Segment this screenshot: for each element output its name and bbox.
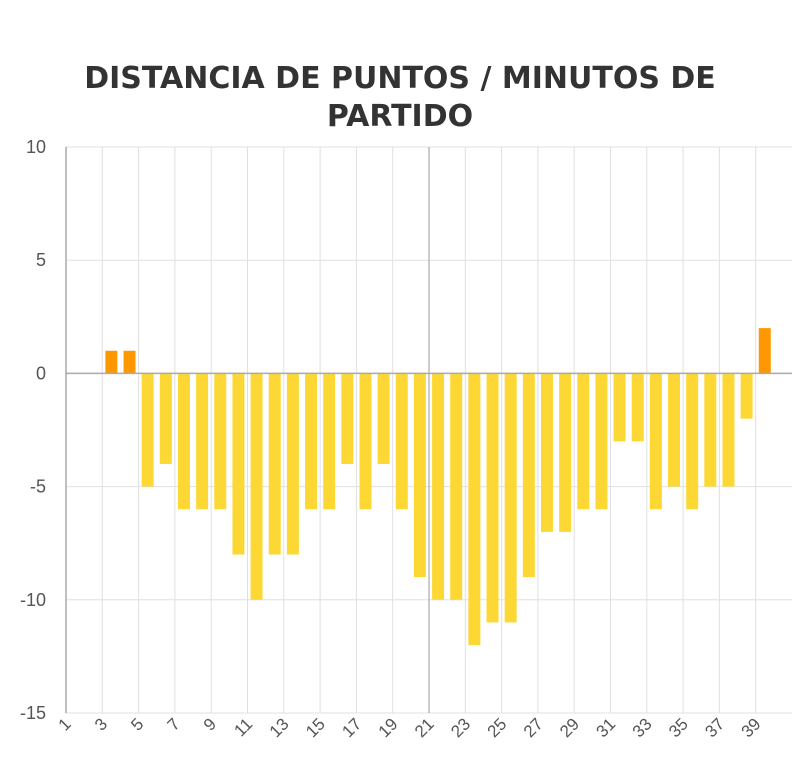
x-tick-labels: 1 3 5 7 9 11 13 15 17 19 21 23 25 27 29 31 33 35 37 39 [55,714,765,741]
bar-minute-11 [250,373,263,600]
bar-minute-29 [577,373,590,510]
x-tick-label: 19 [375,714,402,741]
x-tick-label: 15 [302,714,329,741]
y-tick-label: -15 [20,703,46,723]
bar-minute-12 [268,373,281,555]
x-tick-label: 27 [520,714,547,741]
y-tick-label: 5 [36,250,46,270]
y-tick-label: 0 [36,363,46,383]
bars [105,328,771,646]
y-tick-label: 10 [26,137,46,157]
x-tick-label: 29 [556,714,583,741]
x-tick-label: 7 [164,714,184,734]
bar-minute-25 [504,373,517,623]
bar-minute-13 [286,373,299,555]
x-tick-label: 17 [338,714,365,741]
bar-minute-15 [323,373,336,510]
bar-minute-3 [105,350,118,374]
bar-minute-36 [704,373,717,487]
bar-minute-33 [649,373,662,510]
bar-minute-38 [740,373,753,419]
bar-minute-26 [522,373,535,578]
bar-minute-22 [450,373,463,600]
bar-minute-5 [141,373,154,487]
x-tick-label: 1 [55,714,75,734]
x-tick-label: 13 [266,714,293,741]
bar-minute-8 [196,373,209,510]
x-tick-label: 23 [447,714,474,741]
axes [65,147,792,713]
bar-minute-6 [159,373,172,464]
bar-minute-37 [722,373,735,487]
bar-minute-19 [395,373,408,510]
bar-minute-32 [631,373,644,442]
bar-minute-9 [214,373,227,510]
bar-minute-34 [668,373,681,487]
x-tick-label: 5 [127,714,147,734]
bar-minute-27 [540,373,553,532]
bar-minute-35 [686,373,699,510]
bar-minute-23 [468,373,481,646]
y-tick-label: -10 [20,590,46,610]
x-tick-label: 21 [411,714,438,741]
bar-minute-28 [559,373,572,532]
bar-minute-16 [341,373,354,464]
x-tick-label: 39 [738,714,765,741]
bar-minute-10 [232,373,245,555]
bar-minute-7 [177,373,190,510]
x-tick-label: 3 [91,714,111,734]
x-tick-label: 11 [230,714,256,740]
x-tick-label: 9 [200,714,220,734]
bar-minute-24 [486,373,499,623]
x-tick-label: 35 [665,714,692,741]
x-tick-label: 25 [484,714,511,741]
bar-minute-21 [432,373,445,600]
bar-minute-4 [123,350,136,374]
x-tick-label: 33 [629,714,656,741]
chart-title: DISTANCIA DE PUNTOS / MINUTOS DE PARTIDO [84,61,716,134]
bar-minute-20 [413,373,426,578]
bar-minute-18 [377,373,390,464]
x-tick-label: 31 [593,714,620,741]
bar-minute-31 [613,373,626,442]
y-tick-label: -5 [30,477,46,497]
bar-minute-17 [359,373,372,510]
y-tick-labels: 10 5 0 -5 -10 -15 [20,137,46,723]
bar-minute-39 [758,328,771,374]
x-tick-label: 37 [701,714,728,741]
bar-minute-14 [305,373,318,510]
bar-minute-30 [595,373,608,510]
